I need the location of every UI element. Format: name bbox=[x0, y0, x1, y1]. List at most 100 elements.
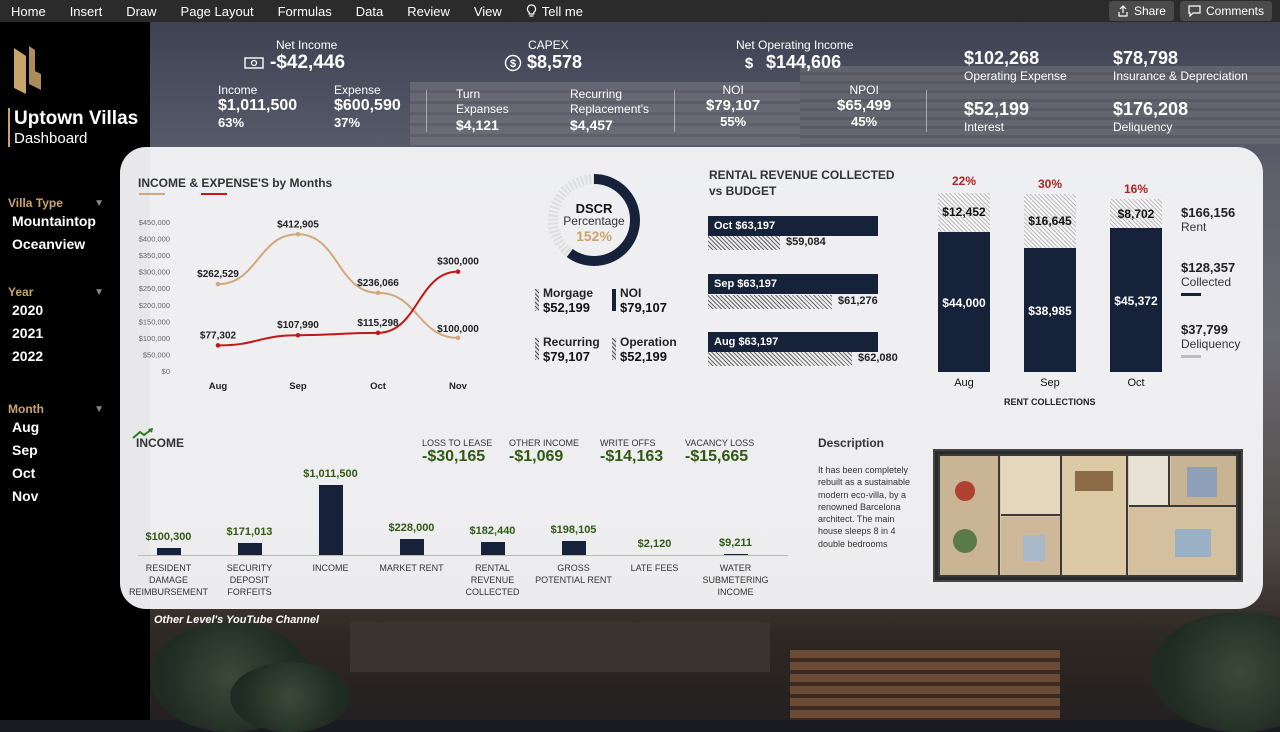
menu-draw[interactable]: Draw bbox=[126, 3, 157, 19]
kpi-noi: NOI $79,107 55% bbox=[706, 83, 760, 129]
data-label: $115,298 bbox=[357, 318, 399, 329]
kpi-recurring: Recurring Replacement's $4,457 bbox=[570, 87, 649, 133]
income-bar-value: $198,105 bbox=[550, 524, 597, 537]
dscr-subtitle: Percentage bbox=[563, 214, 625, 228]
data-label: $236,066 bbox=[357, 278, 399, 289]
description-block: Description It has been completely rebui… bbox=[818, 436, 918, 550]
income-bar-category: INCOME bbox=[312, 563, 349, 573]
coins-icon: $ bbox=[745, 55, 754, 72]
legend-expense-swatch bbox=[201, 193, 227, 195]
income-bar-category: MARKET RENT bbox=[379, 563, 444, 573]
lightbulb-icon bbox=[526, 4, 536, 17]
menu-review[interactable]: Review bbox=[407, 3, 450, 19]
rental-revenue-subtitle: vs BUDGET bbox=[709, 184, 777, 198]
kpi-value: $8,578 bbox=[527, 52, 583, 72]
income-bar bbox=[723, 554, 748, 555]
y-tick-label: $0 bbox=[162, 367, 170, 376]
menu-page-layout[interactable]: Page Layout bbox=[180, 3, 254, 19]
menu-insert[interactable]: Insert bbox=[69, 3, 103, 19]
comments-button[interactable]: Comments bbox=[1179, 1, 1272, 21]
rent-deliq-value-oct: $8,702 bbox=[1117, 207, 1155, 221]
expense-point bbox=[215, 343, 221, 348]
slicer-item-2022[interactable]: 2022 bbox=[12, 348, 44, 364]
data-label: $77,302 bbox=[200, 330, 237, 341]
legend-label: Collected bbox=[1181, 275, 1232, 289]
data-label: $100,000 bbox=[437, 324, 479, 335]
villa-type-slicer: Villa Type ▼ Mountaintop Oceanview bbox=[8, 196, 104, 256]
kpi-operating-expense: $102,268 Operating Expense bbox=[964, 48, 1067, 83]
kpi-label: Expanses bbox=[456, 102, 509, 116]
share-button[interactable]: Share bbox=[1108, 1, 1174, 21]
filter-icon[interactable]: ▼ bbox=[94, 286, 104, 298]
income-point bbox=[295, 231, 301, 237]
svg-text:$: $ bbox=[510, 58, 516, 70]
month-slicer: Month ▼ Aug Sep Oct Nov bbox=[8, 402, 104, 508]
expense-line bbox=[217, 270, 459, 347]
rent-deliq-value-sep: $16,645 bbox=[1028, 214, 1072, 228]
kpi-label: Recurring bbox=[570, 87, 623, 101]
kpi-expense: Expense $600,590 37% bbox=[334, 83, 401, 130]
slicer-item-sep[interactable]: Sep bbox=[12, 442, 38, 458]
kpi-label: Net Income bbox=[276, 38, 338, 52]
income-line bbox=[217, 233, 459, 339]
kpi-value: $79,107 bbox=[706, 97, 761, 114]
y-tick-label: $450,000 bbox=[139, 218, 170, 227]
kpi-value: $1,011,500 bbox=[218, 97, 298, 114]
menu-data[interactable]: Data bbox=[355, 3, 384, 19]
slicer-item-aug[interactable]: Aug bbox=[12, 419, 40, 435]
rent-collected-oct bbox=[1110, 228, 1162, 372]
mini-write-offs: WRITE OFFS -$14,163 bbox=[600, 438, 663, 466]
slicer-item-nov[interactable]: Nov bbox=[12, 488, 39, 504]
x-tick-label: Nov bbox=[449, 381, 468, 392]
legend-swatch bbox=[1181, 355, 1201, 358]
legend-value: $128,357 bbox=[1181, 260, 1236, 275]
slicer-item-2020[interactable]: 2020 bbox=[12, 302, 44, 318]
dscr-center: DSCR Percentage 152% bbox=[544, 201, 644, 244]
description-title: Description bbox=[818, 436, 885, 450]
income-bar-category: RENTAL REVENUE COLLECTED bbox=[465, 563, 520, 597]
actual-value-aug: $62,080 bbox=[858, 352, 898, 364]
slicer-item-2021[interactable]: 2021 bbox=[12, 325, 44, 341]
year-label: Year bbox=[8, 285, 34, 299]
mini-label: WRITE OFFS bbox=[600, 438, 656, 448]
divider bbox=[926, 90, 927, 132]
dscr-item-value: $79,107 bbox=[620, 300, 667, 315]
legend-value: $166,156 bbox=[1181, 205, 1236, 220]
filter-icon[interactable]: ▼ bbox=[94, 197, 104, 209]
tell-me[interactable]: Tell me bbox=[515, 4, 596, 19]
menu-formulas[interactable]: Formulas bbox=[277, 3, 332, 19]
menu-view[interactable]: View bbox=[473, 3, 502, 19]
income-point bbox=[375, 290, 381, 296]
kpi-label: Net Operating Income bbox=[736, 38, 854, 52]
dashboard-title: Uptown Villas bbox=[14, 108, 139, 129]
year-slicer: Year ▼ 2020 2021 2022 bbox=[8, 285, 104, 368]
kpi-noi-top: Net Operating Income $ $144,606 bbox=[736, 38, 853, 73]
slicer-item-mountaintop[interactable]: Mountaintop bbox=[12, 213, 96, 229]
kpi-label: Operating Expense bbox=[964, 69, 1067, 83]
y-tick-label: $350,000 bbox=[139, 251, 170, 260]
legend-label: Rent bbox=[1181, 220, 1207, 234]
menu-home[interactable]: Home bbox=[11, 3, 46, 19]
kpi-net-income: Net Income -$42,446 bbox=[244, 38, 345, 74]
rent-pct-aug: 22% bbox=[951, 174, 977, 188]
rent-month-aug: Aug bbox=[954, 377, 974, 389]
mini-value: -$15,665 bbox=[685, 448, 749, 465]
filter-icon[interactable]: ▼ bbox=[94, 403, 104, 415]
rent-collected-value-aug: $44,000 bbox=[942, 296, 986, 310]
kpi-label: Insurance & Depreciation bbox=[1113, 69, 1248, 83]
comment-icon bbox=[1188, 5, 1201, 17]
rent-collected-sep bbox=[1024, 248, 1076, 372]
income-bar-value: $171,013 bbox=[226, 526, 273, 539]
dscr-item-value: $79,107 bbox=[543, 349, 590, 364]
y-tick-label: $100,000 bbox=[139, 334, 170, 343]
tell-me-label: Tell me bbox=[541, 3, 583, 19]
mini-value: -$14,163 bbox=[600, 448, 664, 465]
income-bar-value: $182,440 bbox=[469, 525, 516, 538]
kpi-deliquency: $176,208 Deliquency bbox=[1113, 99, 1188, 134]
dscr-noi: NOI $79,107 bbox=[612, 287, 667, 315]
logo-icon bbox=[14, 46, 41, 94]
slicer-item-oct[interactable]: Oct bbox=[12, 465, 36, 481]
dscr-title: DSCR bbox=[575, 201, 613, 216]
cash-icon bbox=[244, 57, 264, 69]
slicer-item-oceanview[interactable]: Oceanview bbox=[12, 236, 86, 252]
